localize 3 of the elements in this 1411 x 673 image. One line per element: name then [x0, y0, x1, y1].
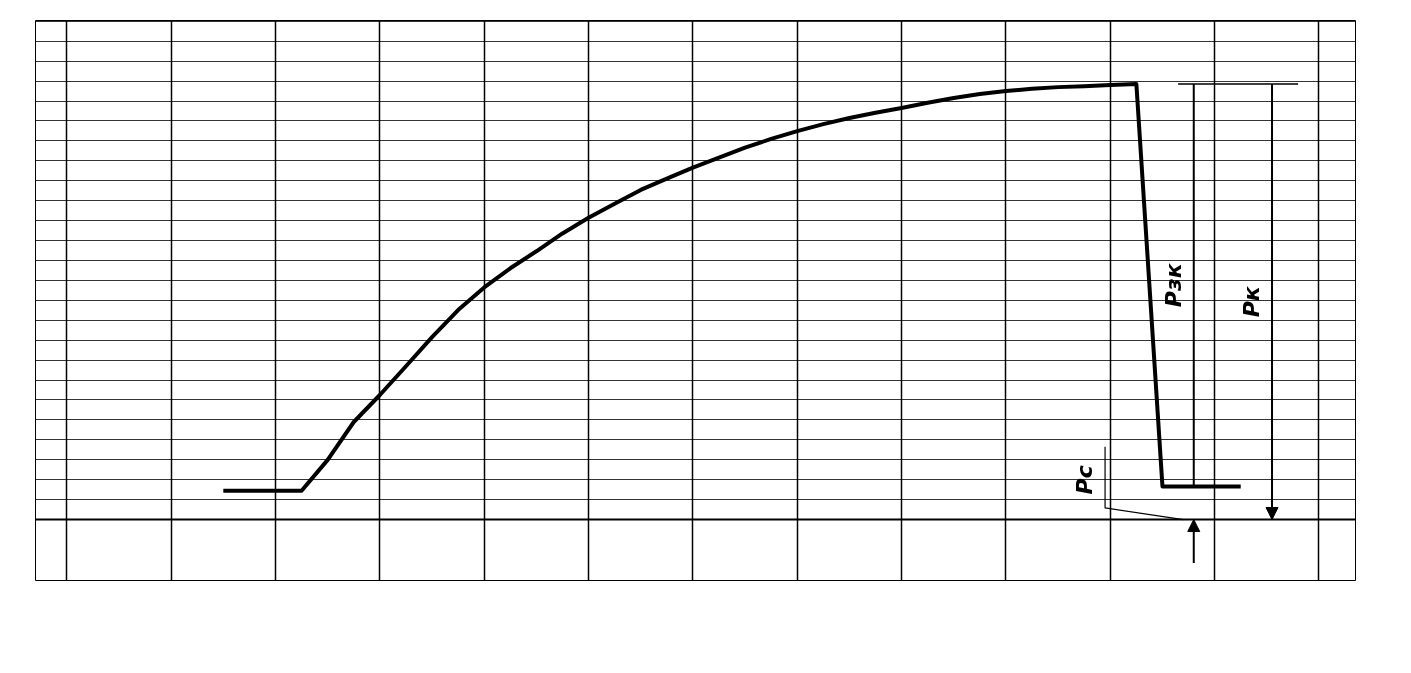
annotation: Pк [1239, 285, 1265, 318]
annotation: Pзк [1160, 262, 1186, 308]
annotation: Pс [1072, 465, 1098, 495]
